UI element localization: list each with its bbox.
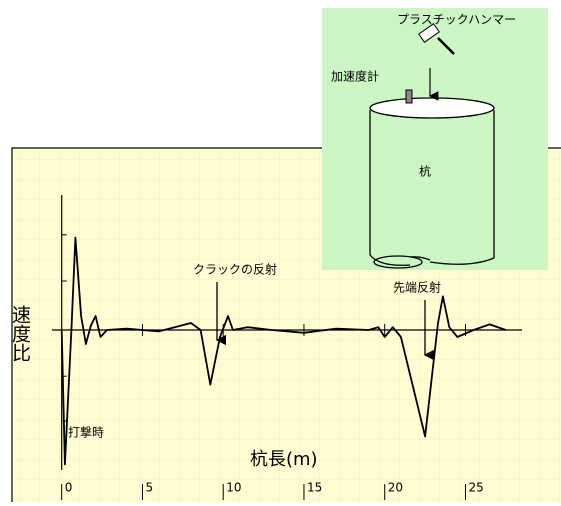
tip-label: 先端反射 <box>393 280 441 295</box>
x-tick-label: 15 <box>307 481 322 495</box>
crack-label: クラックの反射 <box>193 262 277 277</box>
x-axis-label: 杭長(m) <box>250 449 318 470</box>
accelerometer <box>405 89 413 104</box>
y-axis-label: 速度比 <box>9 305 31 362</box>
pile-label: 杭 <box>419 164 431 179</box>
x-tick-label: 25 <box>468 481 483 495</box>
x-tick-label: 10 <box>226 481 241 495</box>
hammer-label: プラスチックハンマー <box>397 13 516 27</box>
sensor-label: 加速度計 <box>331 69 379 84</box>
waveform <box>60 236 507 466</box>
hammer <box>418 23 455 55</box>
diagram-box <box>322 8 548 270</box>
x-tick-label: 20 <box>388 481 403 495</box>
x-tick-label: 0 <box>65 481 73 495</box>
impact-label: 打撃時 <box>68 425 104 440</box>
pile-drawing <box>369 97 495 269</box>
x-tick-label: 5 <box>145 481 153 495</box>
